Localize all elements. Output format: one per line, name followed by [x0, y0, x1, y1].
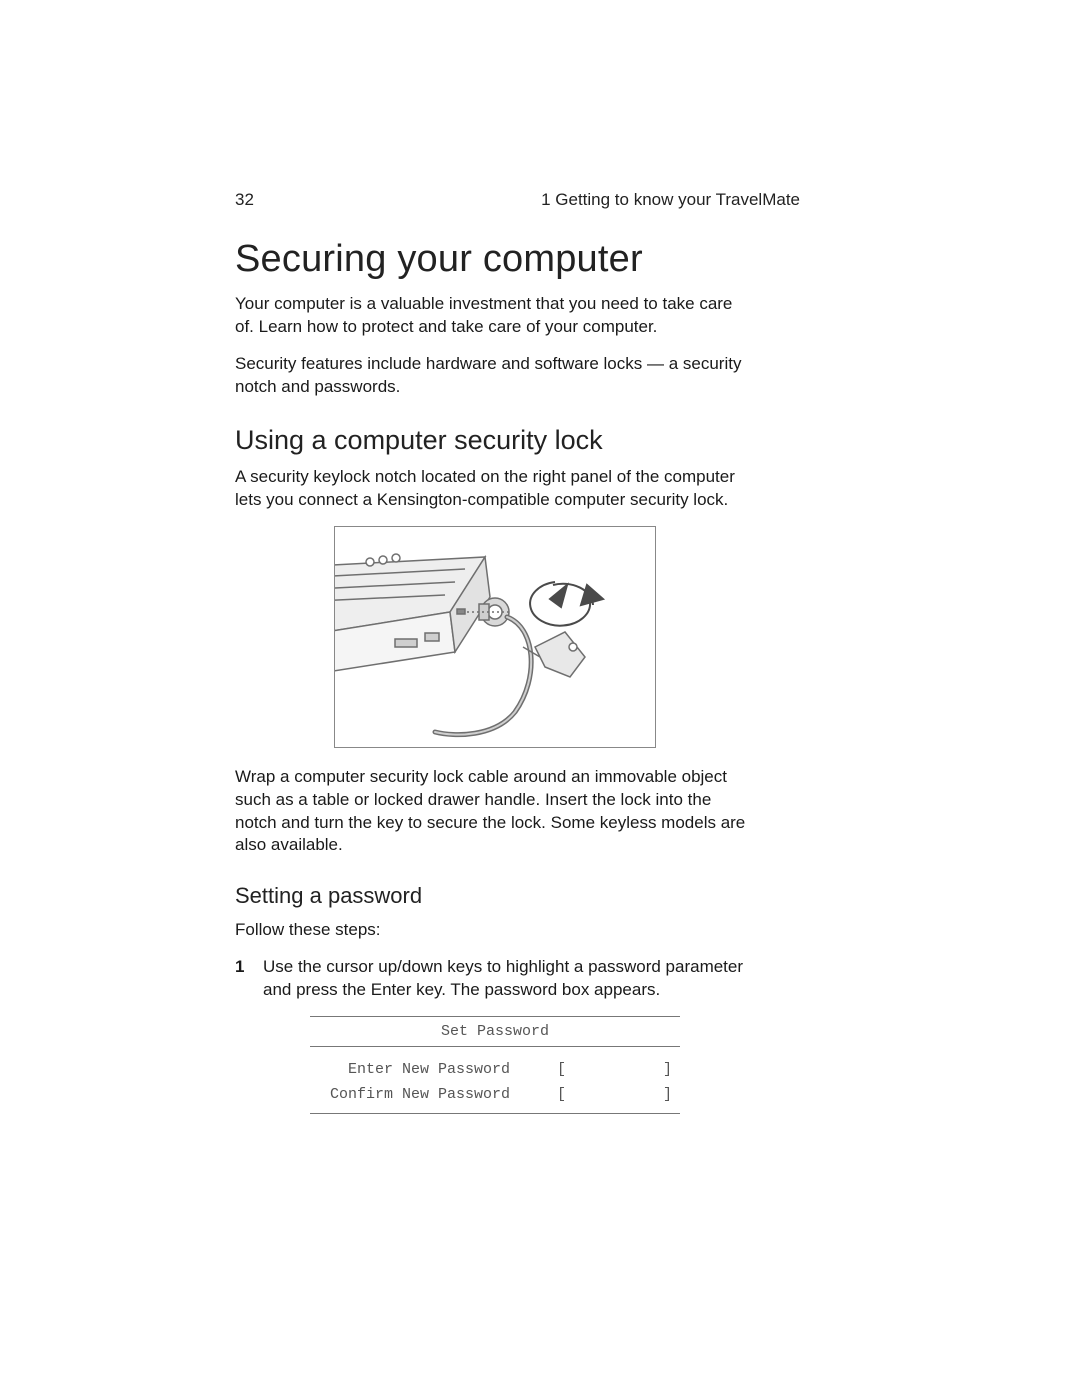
page-content: Securing your computer Your computer is …: [235, 238, 755, 1114]
dialog-row-confirm: Confirm New Password [ ]: [310, 1082, 680, 1114]
manual-page: 32 1 Getting to know your TravelMate Sec…: [0, 0, 1080, 1397]
dialog-title-row: Set Password: [310, 1017, 680, 1047]
step-text: Use the cursor up/down keys to highlight…: [263, 956, 755, 1002]
step-number: 1: [235, 956, 249, 1002]
section-password-heading: Setting a password: [235, 883, 755, 909]
lock-svg-icon: [335, 527, 655, 747]
intro-para-1: Your computer is a valuable investment t…: [235, 293, 755, 339]
page-title: Securing your computer: [235, 238, 755, 281]
section-lock-para-before: A security keylock notch located on the …: [235, 466, 755, 512]
password-dialog: Set Password Enter New Password [ ] Conf…: [310, 1016, 680, 1114]
dialog-title: Set Password: [310, 1017, 680, 1047]
section-lock-para-after: Wrap a computer security lock cable arou…: [235, 766, 755, 858]
bracket-right: ]: [574, 1082, 680, 1114]
page-header: 32 1 Getting to know your TravelMate: [235, 190, 800, 210]
steps-list: 1 Use the cursor up/down keys to highlig…: [235, 956, 755, 1002]
lock-illustration: [334, 526, 656, 748]
dialog-label: Enter New Password: [310, 1057, 518, 1082]
section-password-lead: Follow these steps:: [235, 919, 755, 942]
section-lock-heading: Using a computer security lock: [235, 425, 755, 456]
dialog-label: Confirm New Password: [310, 1082, 518, 1114]
step-item: 1 Use the cursor up/down keys to highlig…: [235, 956, 755, 1002]
bracket-right: ]: [574, 1057, 680, 1082]
intro-para-2: Security features include hardware and s…: [235, 353, 755, 399]
dialog-row-enter: Enter New Password [ ]: [310, 1057, 680, 1082]
bracket-left: [: [518, 1057, 574, 1082]
chapter-label: 1 Getting to know your TravelMate: [541, 190, 800, 210]
bracket-left: [: [518, 1082, 574, 1114]
page-number: 32: [235, 190, 254, 210]
